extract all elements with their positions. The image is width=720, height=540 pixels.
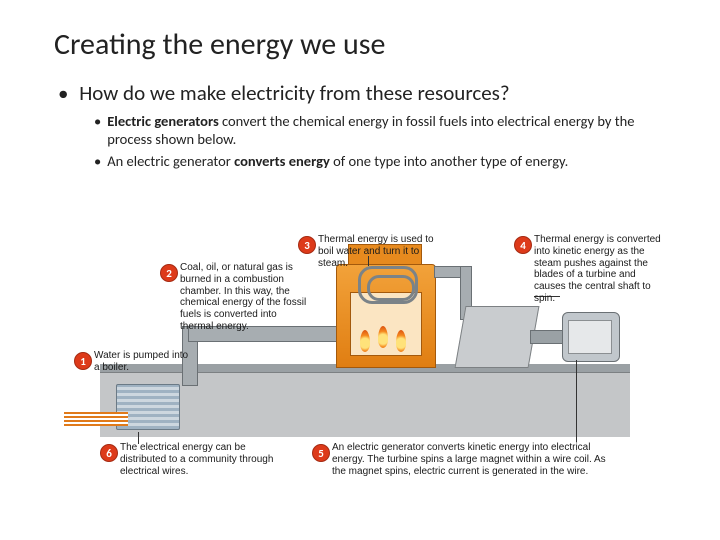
leader-line <box>576 360 577 442</box>
bullet-bold: converts energy <box>234 152 330 170</box>
flame-icon <box>396 330 406 352</box>
step-caption-5: An electric generator converts kinetic e… <box>332 442 622 477</box>
bullet-bold: Electric generators <box>107 112 219 130</box>
bullet-text: An electric generator converts energy of… <box>107 152 568 170</box>
step-badge-6: 6 <box>100 444 118 462</box>
step-caption-1: Water is pumped into a boiler. <box>94 350 194 374</box>
bullet-list: • Electric generators convert the chemic… <box>94 112 654 174</box>
step-caption-3: Thermal energy is used to boil water and… <box>318 234 436 269</box>
slide: Creating the energy we use • How do we m… <box>0 0 720 540</box>
bullet-item: • Electric generators convert the chemic… <box>94 112 654 148</box>
step-caption-4: Thermal energy is converted into kinetic… <box>534 234 666 305</box>
lead-question: • How do we make electricity from these … <box>58 80 510 106</box>
step-badge-5: 5 <box>312 444 330 462</box>
step-badge-2: 2 <box>160 264 178 282</box>
flame-icon <box>360 330 370 352</box>
flame-icon <box>378 326 388 348</box>
turbine <box>455 306 540 368</box>
step-badge-1: 1 <box>74 352 92 370</box>
bullet-item: • An electric generator converts energy … <box>94 152 654 170</box>
generator <box>568 320 612 354</box>
generator-diagram: 1 2 3 4 5 6 Water is pumped into a boile… <box>64 236 666 506</box>
bullet-dot: • <box>94 112 101 148</box>
bullet-text: Electric generators convert the chemical… <box>107 112 654 148</box>
bullet-dot: • <box>94 152 101 170</box>
distribution-wires <box>64 412 128 426</box>
page-title: Creating the energy we use <box>54 26 385 63</box>
question-text: How do we make electricity from these re… <box>79 80 509 106</box>
bullet-dot: • <box>58 80 68 106</box>
boiler-coil-icon <box>358 266 418 304</box>
step-badge-4: 4 <box>514 236 532 254</box>
step-caption-6: The electrical energy can be distributed… <box>120 442 290 477</box>
step-badge-3: 3 <box>298 236 316 254</box>
step-caption-2: Coal, oil, or natural gas is burned in a… <box>180 262 310 333</box>
